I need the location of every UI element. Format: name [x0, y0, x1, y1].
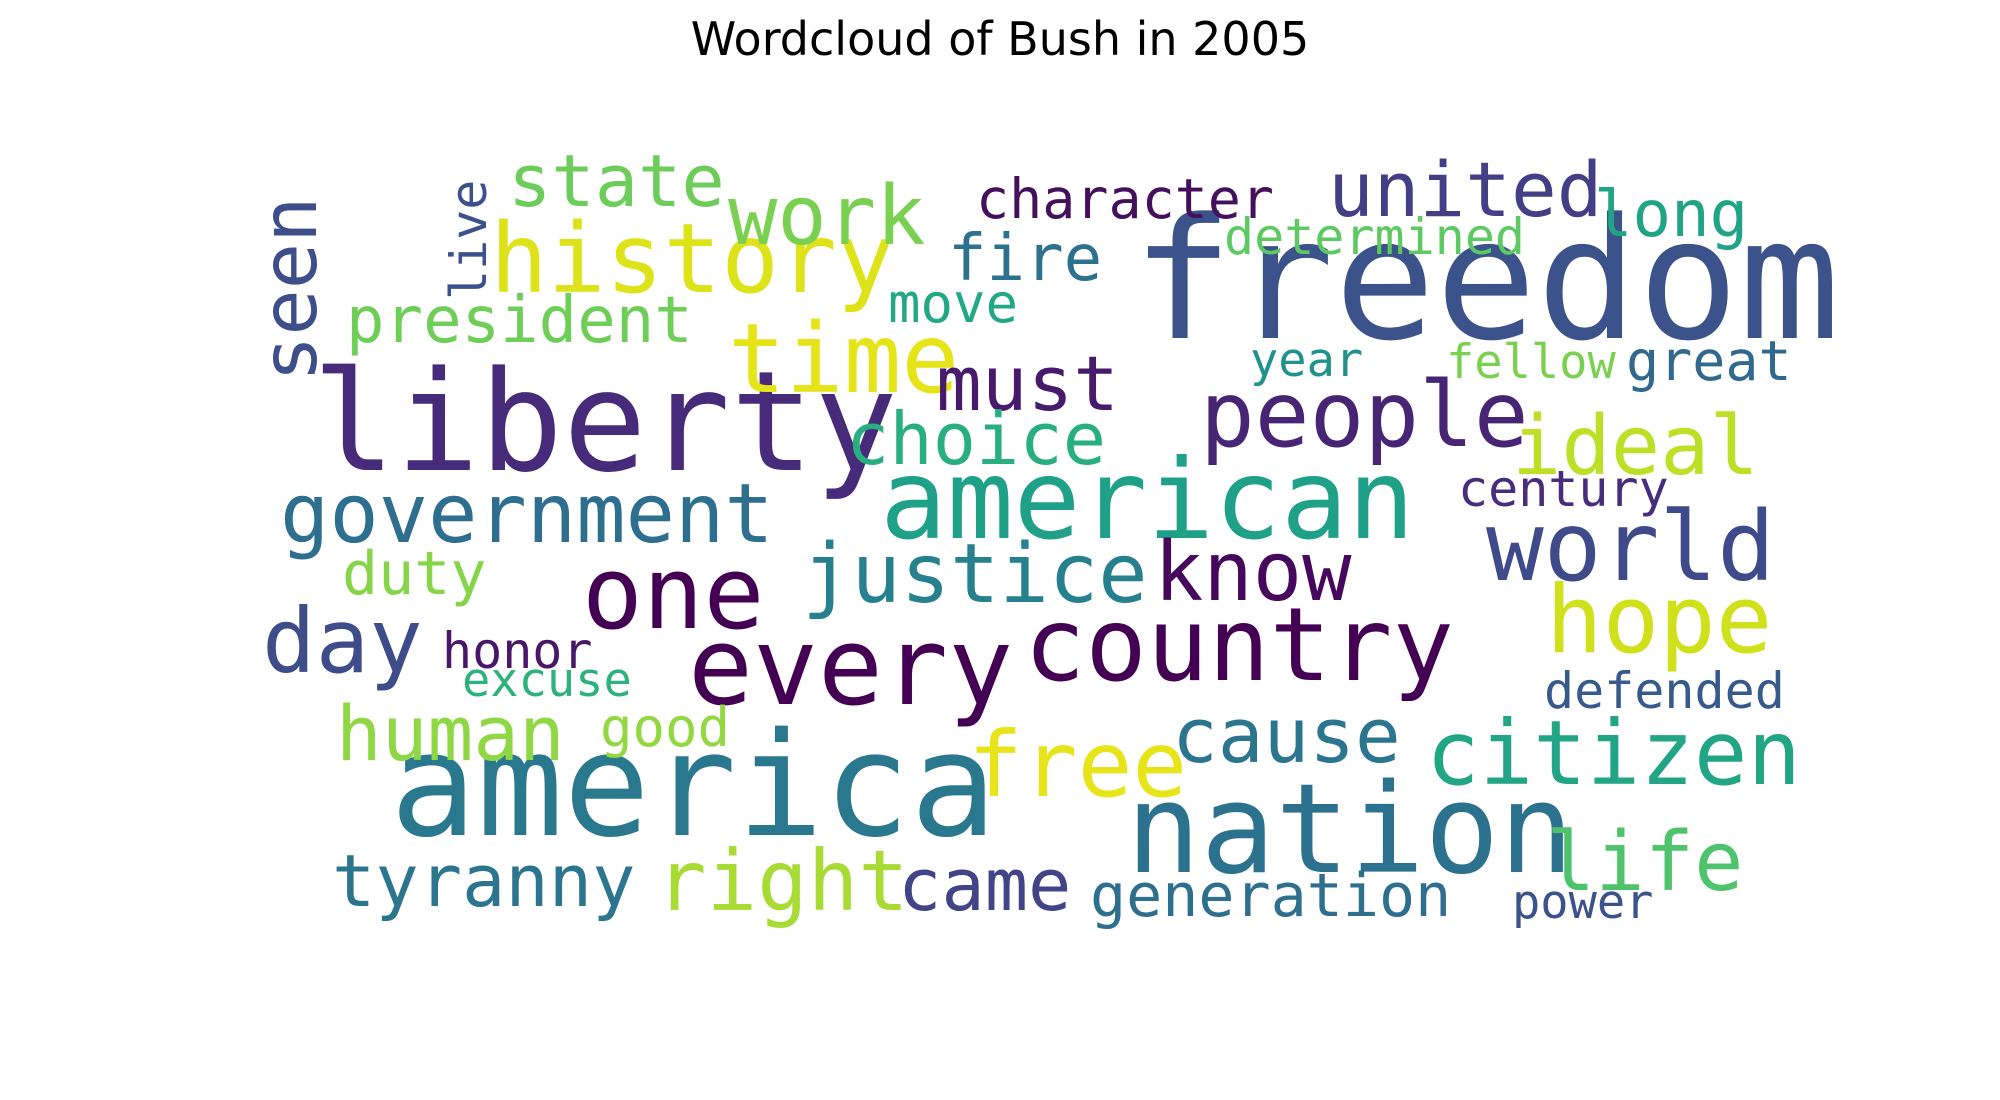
word-great: great	[1626, 329, 1792, 393]
word-government: government	[280, 467, 774, 562]
word-president: president	[346, 284, 693, 358]
word-must: must	[936, 339, 1119, 428]
word-american: american	[880, 436, 1415, 565]
word-fire: fire	[948, 222, 1102, 296]
word-right: right	[656, 832, 909, 930]
word-ideal: ideal	[1512, 399, 1759, 494]
word-know: know	[1154, 525, 1352, 620]
word-excuse: excuse	[462, 653, 632, 708]
word-one: one	[582, 534, 764, 652]
word-long: long	[1594, 178, 1748, 252]
word-history: history	[490, 203, 895, 315]
word-character: character	[976, 167, 1274, 231]
word-defended: defended	[1544, 662, 1785, 720]
word-century: century	[1458, 460, 1669, 518]
chart-title: Wordcloud of Bush in 2005	[690, 12, 1310, 66]
word-determined: determined	[1224, 208, 1525, 266]
word-cause: cause	[1172, 691, 1401, 780]
word-year: year	[1250, 333, 1363, 388]
word-power: power	[1512, 875, 1653, 930]
word-duty: duty	[342, 539, 487, 609]
word-life: life	[1546, 815, 1743, 910]
word-work: work	[728, 169, 925, 264]
word-state: state	[508, 139, 725, 223]
word-seen: seen	[246, 197, 335, 382]
word-free: free	[968, 713, 1187, 818]
word-live: live	[440, 180, 498, 300]
word-human: human	[336, 689, 565, 778]
word-fellow: fellow	[1446, 335, 1616, 390]
word-hope: hope	[1546, 566, 1772, 675]
word-people: people	[1200, 363, 1529, 468]
word-liberty: liberty	[312, 341, 898, 503]
word-choice: choice	[846, 397, 1106, 481]
word-nation: nation	[1126, 758, 1574, 902]
word-citizen: citizen	[1426, 701, 1801, 805]
word-country: country	[1024, 586, 1454, 705]
word-world: world	[1486, 491, 1775, 603]
word-honor: honor	[442, 622, 593, 680]
word-united: united	[1328, 145, 1603, 234]
word-justice: justice	[802, 527, 1148, 622]
word-tyranny: tyranny	[332, 839, 635, 923]
word-generation: generation	[1090, 861, 1451, 931]
word-time: time	[728, 303, 959, 415]
word-freedom: freedom	[1132, 182, 1840, 378]
word-america: america	[390, 701, 997, 869]
word-day: day	[262, 589, 423, 693]
word-came: came	[898, 843, 1071, 927]
word-move: move	[888, 272, 1018, 335]
word-every: every	[688, 605, 1013, 730]
word-good: good	[600, 696, 730, 759]
